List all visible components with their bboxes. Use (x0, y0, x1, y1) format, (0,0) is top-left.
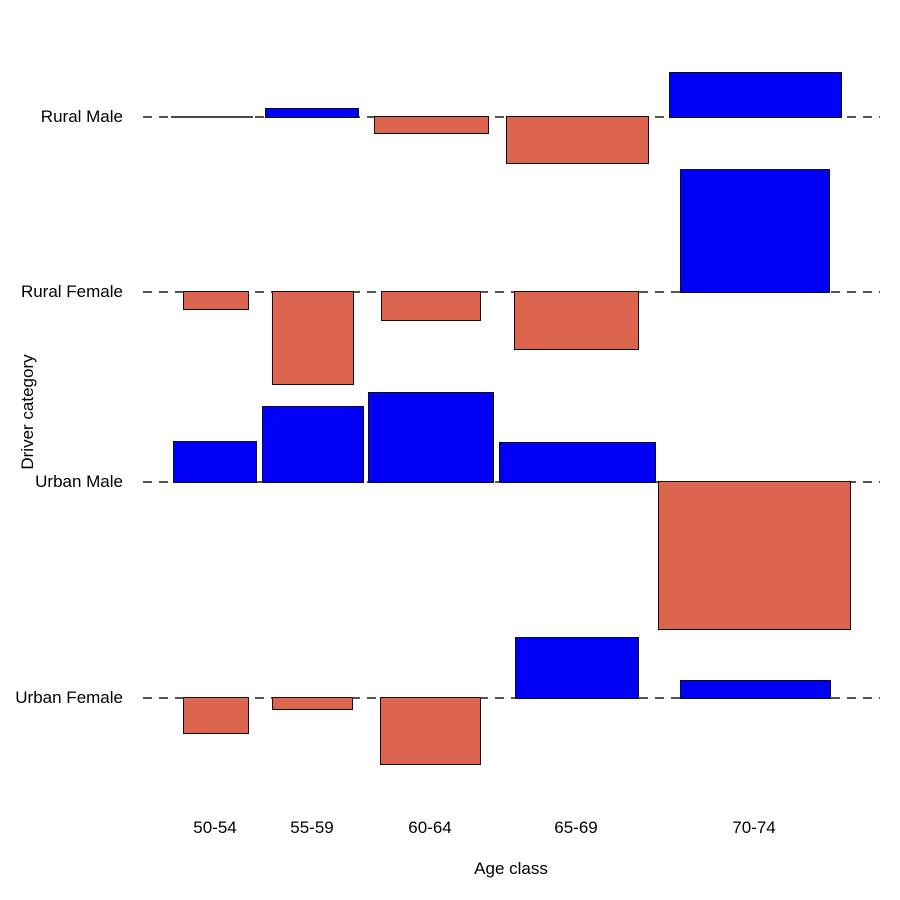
tile-zero (171, 116, 253, 118)
tile-negative (183, 697, 249, 734)
x-tick-label: 60-64 (408, 818, 452, 837)
y-category-label: Rural Male (40, 107, 123, 126)
tile-negative (183, 291, 249, 310)
x-axis-title: Age class (474, 859, 548, 878)
tile-positive (669, 72, 842, 118)
tile-positive (515, 637, 639, 699)
row-baseline-3 (143, 697, 880, 699)
y-category-label: Rural Female (20, 282, 123, 301)
tile-negative (658, 481, 851, 630)
tile-positive (499, 442, 656, 483)
tile-positive (680, 169, 830, 293)
tile-negative (380, 697, 481, 765)
x-tick-label: 50-54 (193, 818, 237, 837)
tile-negative (381, 291, 481, 321)
x-tick-label: 55-59 (290, 818, 334, 837)
tile-negative (272, 291, 354, 385)
y-axis-title: Driver category (18, 354, 37, 470)
tile-positive (368, 392, 494, 483)
tile-negative (272, 697, 353, 710)
y-category-label: Urban Male (35, 472, 123, 491)
x-tick-label: 70-74 (732, 818, 776, 837)
tile-positive (173, 441, 257, 483)
y-category-label: Urban Female (15, 688, 123, 707)
tile-positive (265, 108, 359, 118)
tile-negative (374, 116, 489, 134)
x-tick-label: 65-69 (554, 818, 598, 837)
tile-negative (514, 291, 639, 350)
tile-positive (262, 406, 364, 483)
row-baseline-1 (143, 291, 880, 293)
tile-positive (680, 680, 831, 699)
tile-negative (506, 116, 649, 164)
